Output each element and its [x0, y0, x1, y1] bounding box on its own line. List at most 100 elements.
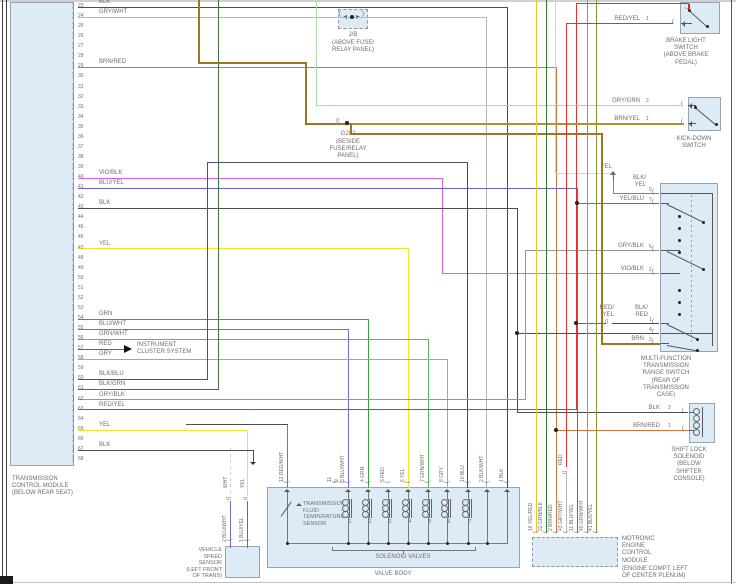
wire-segment — [369, 499, 370, 518]
wire-segment — [230, 448, 231, 496]
wire-segment — [661, 343, 669, 344]
junction-dot — [554, 428, 558, 432]
tcm-pin-number: 35 — [78, 124, 84, 130]
wire-segment — [198, 62, 307, 64]
splice-arrow-icon — [610, 171, 616, 175]
tcm-pin-number: 37 — [78, 144, 84, 150]
tcm-pin-number: 63 — [78, 406, 84, 412]
jb-name: J/B — [348, 32, 358, 38]
vb-pin-label: 11 — [327, 476, 333, 482]
junction-dot — [677, 312, 681, 316]
wire-segment — [408, 248, 409, 488]
wire-segment — [555, 173, 611, 174]
wire-segment — [661, 203, 669, 204]
vss-box — [225, 546, 260, 578]
tcm-pin-number: 54 — [78, 315, 84, 321]
wire-segment — [601, 133, 603, 345]
tcm-pin-number: 31 — [78, 84, 84, 90]
tcm-pin-bracket-icon: ) — [72, 144, 74, 150]
wire-segment — [350, 123, 352, 135]
shiftlock-coil-icon — [693, 408, 700, 415]
tcm-pin-wire-label: BLU/WHT — [99, 321, 126, 327]
wire-segment — [409, 499, 410, 518]
tcm-pin-number: 44 — [78, 214, 84, 220]
wire-segment — [601, 343, 660, 345]
wire-segment — [689, 430, 696, 431]
wire-segment — [78, 399, 526, 400]
wire-segment — [471, 499, 472, 518]
wire-segment — [78, 178, 443, 179]
wire-segment — [688, 123, 696, 124]
mfs-pin7-wire-label: YEL/BLU — [619, 196, 644, 202]
tcm-pin-number: 30 — [78, 73, 84, 79]
jb-box — [338, 9, 368, 29]
tcm-pin-number: 62 — [78, 396, 84, 402]
wire-segment — [78, 339, 429, 340]
tcm-pin-bracket-icon: ) — [72, 295, 74, 301]
wire-segment — [388, 492, 389, 500]
tcm-pin-number: 27 — [78, 43, 84, 49]
arrow-icon — [425, 489, 431, 492]
tcm-pin-bracket-icon: ) — [72, 104, 74, 110]
junction-dot — [485, 541, 489, 545]
shiftlock-coil-icon — [693, 429, 700, 436]
mfs-pin2-number: 2 — [649, 267, 652, 273]
tcm-pin-bracket-icon: ) — [72, 325, 74, 331]
wire-segment — [349, 499, 350, 518]
connector-bracket-icon: ( — [584, 531, 590, 533]
tcm-label: TRANSMISSION CONTROL MODULE (BELOW REAR … — [12, 476, 73, 497]
tcm-pin-bracket-icon: ) — [72, 315, 74, 321]
tcm-pin-number: 51 — [78, 285, 84, 291]
solenoid-valves-caption: SOLENOID VALVES — [375, 554, 431, 560]
solenoid-brace-center — [403, 550, 404, 554]
junction-dot — [350, 15, 354, 19]
junction-dot — [677, 226, 681, 230]
tcm-pin-number: 24 — [78, 13, 84, 19]
mfs-inline-connector-icon: (( — [605, 319, 609, 325]
junction-dot — [695, 337, 699, 341]
arrow-icon — [689, 121, 692, 127]
mfs-pin6-number: 6 — [649, 244, 652, 250]
wire-segment — [78, 319, 369, 320]
wire-segment — [556, 67, 557, 533]
mfs-pin5-number: 5 — [649, 187, 652, 193]
tcm-pin-bracket-icon: ) — [72, 365, 74, 371]
wire-segment — [348, 492, 349, 500]
page-border-left-2 — [6, 0, 7, 584]
mfs-pin-bracket-icon: ( — [652, 329, 654, 335]
tcm-pin-number: 40 — [78, 174, 84, 180]
junction-dot — [426, 541, 430, 545]
arrow-icon — [284, 489, 290, 492]
wire-segment — [576, 3, 689, 4]
tcm-pin-bracket-icon: ) — [72, 134, 74, 140]
tcm-pin-number: 47 — [78, 245, 84, 251]
tcm-pin-bracket-icon: ) — [72, 174, 74, 180]
mfs-pin-bracket-icon: ( — [652, 199, 654, 205]
solenoid-brace-right — [475, 547, 476, 551]
vb-pin-label: 3 BLU/WHT — [340, 455, 346, 482]
mfs-pin-bracket-icon: ( — [652, 246, 654, 252]
solenoid-coil-icon — [402, 511, 409, 518]
wire-segment — [517, 208, 518, 413]
jb-connector-left-icon: ( — [339, 11, 341, 17]
solenoid-coil-icon — [382, 511, 389, 518]
tcm-pin-bracket-icon: ) — [72, 204, 74, 210]
connector-bracket-icon: ( — [533, 531, 539, 533]
connector-bracket-icon: ( — [574, 531, 580, 533]
wire-segment — [408, 492, 409, 500]
wire-segment — [371, 499, 372, 518]
wire-segment — [368, 492, 369, 500]
tcm-pin-number: 52 — [78, 295, 84, 301]
wire-segment — [447, 517, 448, 544]
solenoid-brace-left — [332, 547, 333, 551]
tcm-pin-wire-label: BLK/BLU — [99, 371, 124, 377]
tcm-pin-wire-label: GRY — [99, 351, 112, 357]
arrow-icon — [365, 489, 371, 492]
vb-pin-label: 7 GRN/WHT — [420, 453, 426, 482]
mfs-label: MULTI-FUNCTION TRANSMISSION RANGE SWITCH… — [640, 356, 692, 398]
wire-segment — [408, 517, 409, 544]
junction-dot — [677, 214, 681, 218]
tcm-pin-wire-label: GRN/WHT — [99, 331, 128, 337]
mfs-pin-bracket-icon: ( — [652, 189, 654, 195]
